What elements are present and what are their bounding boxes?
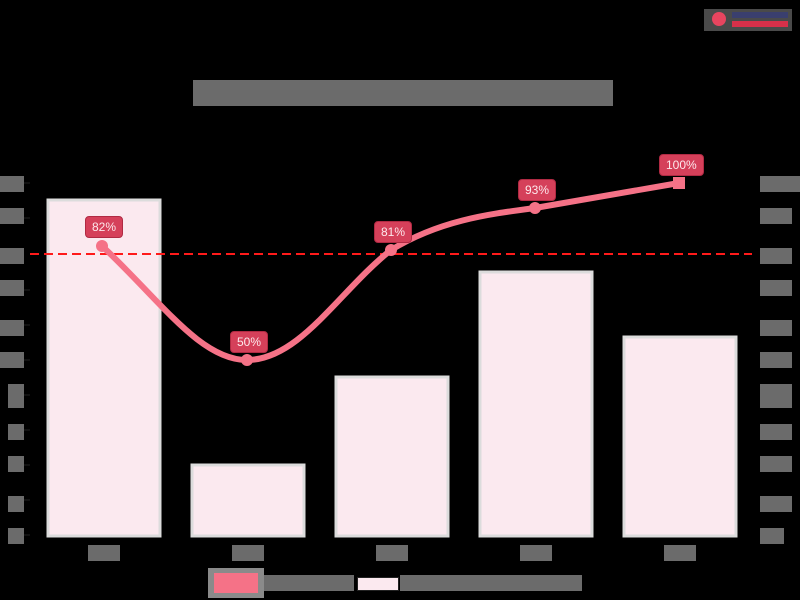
legend-label-line: [264, 575, 354, 591]
bar-3: [478, 270, 594, 538]
legend-label-bar: [400, 575, 582, 591]
chart-title: [193, 80, 613, 106]
bar-series: [46, 198, 738, 538]
bar-4: [622, 335, 738, 538]
data-label-4: 100%: [659, 154, 704, 176]
line-series: [99, 180, 682, 364]
tick-marks: [24, 182, 30, 536]
bar-2: [334, 375, 450, 538]
legend-swatch-line: [208, 568, 264, 598]
data-label-3: 93%: [518, 179, 557, 201]
left-axis: [0, 176, 24, 544]
logo-text-bottom: [732, 21, 788, 27]
data-label-1: 50%: [230, 331, 269, 353]
brand-logo: [704, 9, 792, 31]
logo-mark-icon: [712, 12, 726, 26]
bar-0: [46, 198, 162, 538]
bar-1: [190, 463, 306, 538]
data-label-0: 82%: [85, 216, 124, 238]
data-label-2: 81%: [374, 221, 413, 243]
line-markers: [96, 177, 685, 366]
x-axis-labels: [88, 545, 696, 561]
right-axis: [760, 176, 800, 544]
legend-swatch-bar: [357, 577, 399, 591]
logo-text-top: [732, 12, 788, 18]
